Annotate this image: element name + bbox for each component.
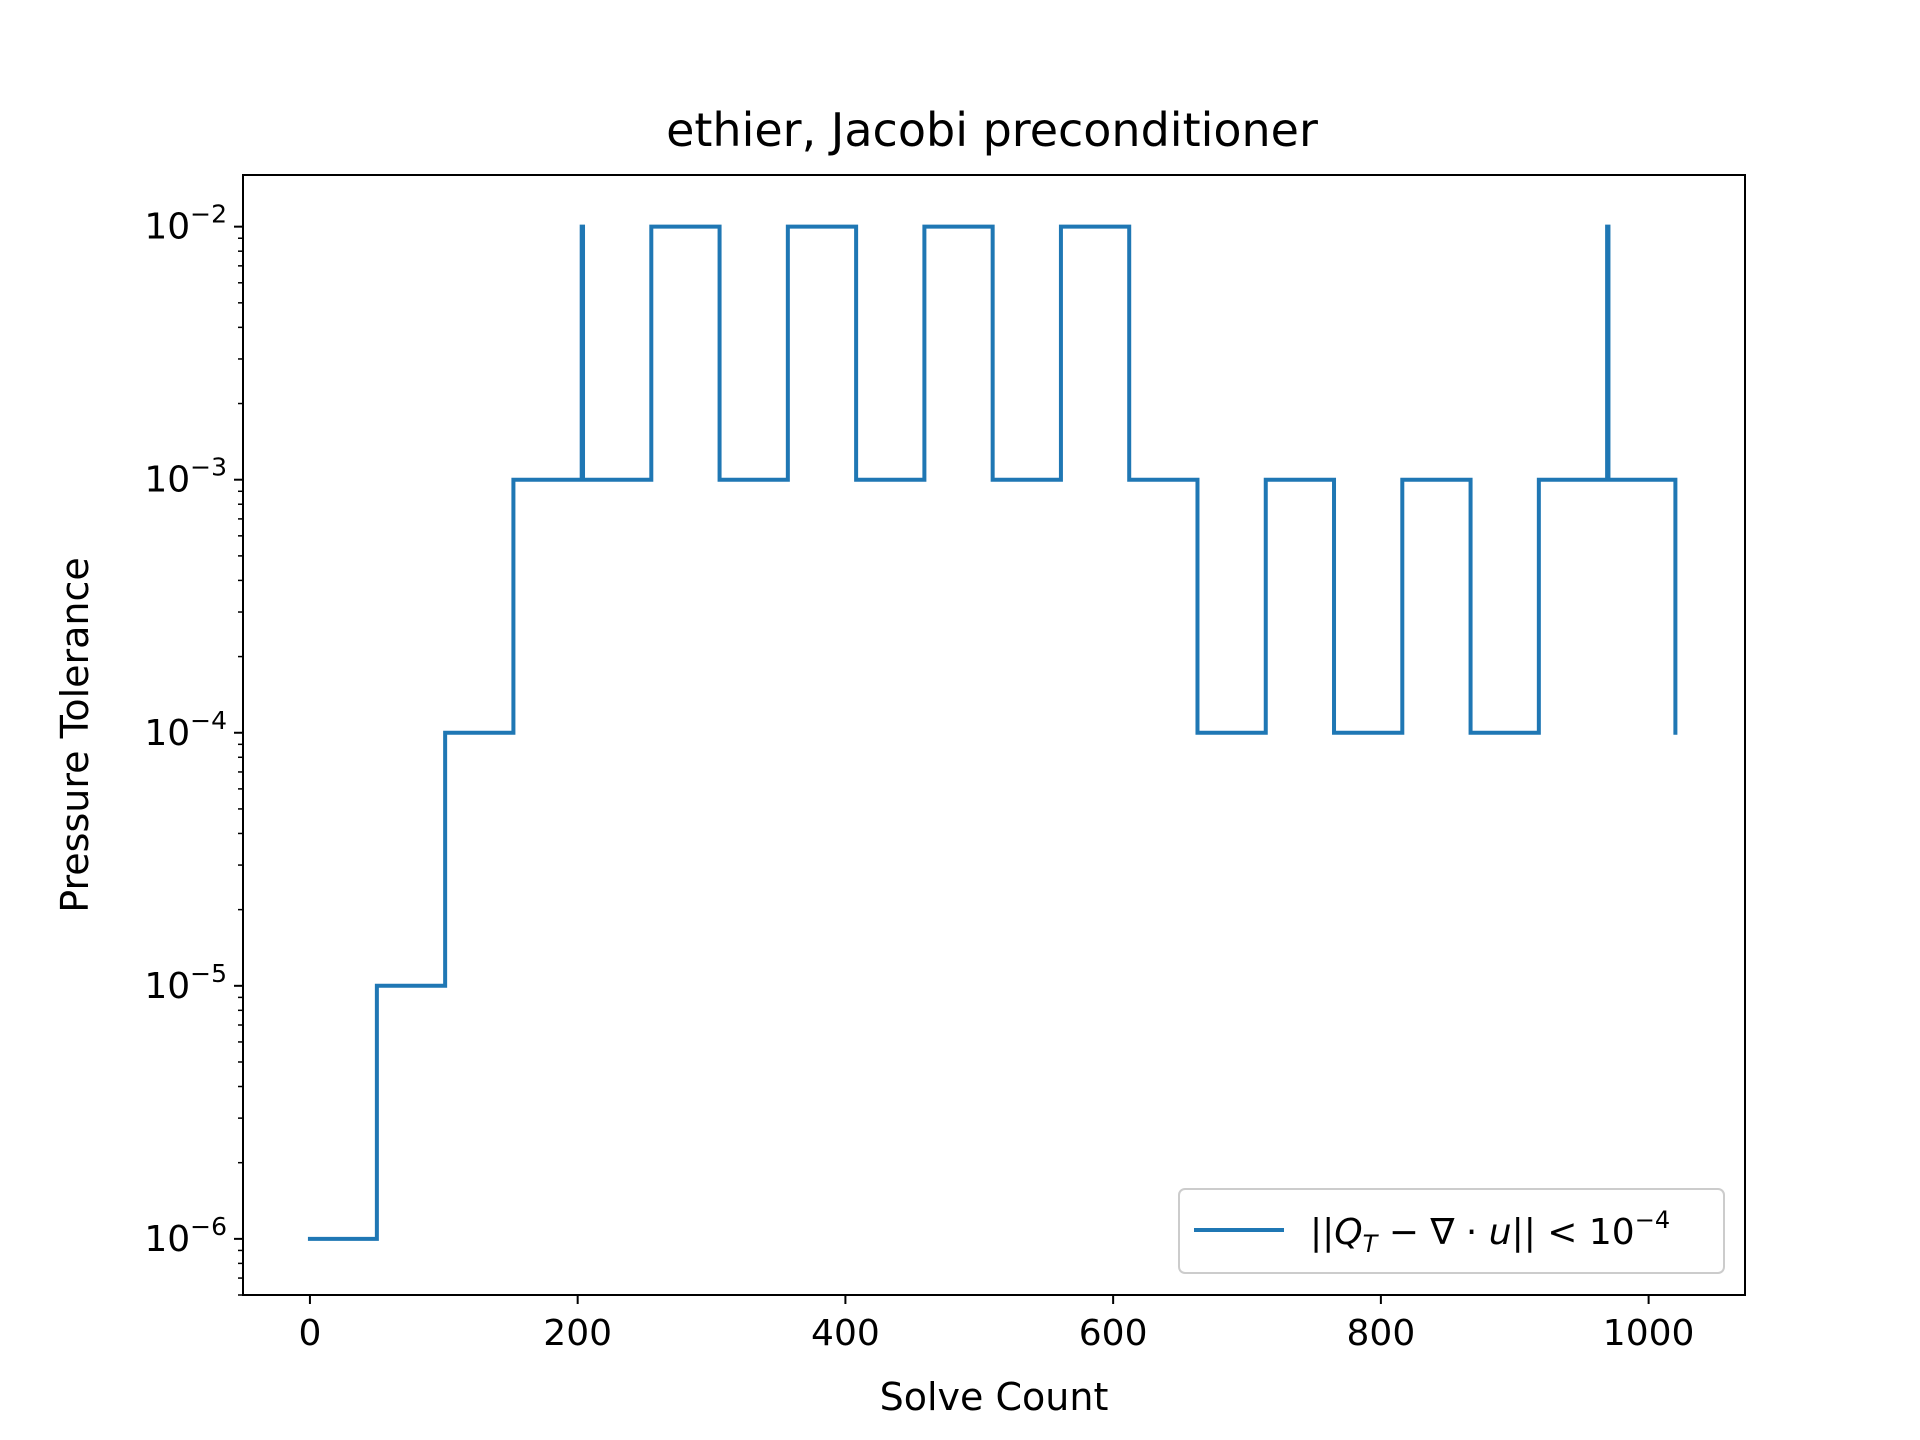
y-tick-label: 10−3	[144, 453, 227, 501]
legend-label-var: u	[1489, 1212, 1512, 1253]
legend-label-exponent: −4	[1635, 1206, 1670, 1234]
legend-label: ||QT − ∇ · u|| < 10−4	[1310, 1206, 1670, 1258]
y-tick-label: 10−4	[144, 706, 227, 754]
legend-label-middle: − ∇ ·	[1377, 1212, 1488, 1253]
y-tick-exponent: −6	[190, 1212, 227, 1241]
y-tick-base: 10	[144, 966, 190, 1007]
legend-label-suffix: || < 10	[1512, 1212, 1635, 1253]
y-tick-label: 10−2	[144, 200, 227, 248]
legend-label-subscript: T	[1363, 1230, 1380, 1258]
x-tick-label: 600	[1079, 1313, 1148, 1354]
y-tick-exponent: −2	[190, 200, 227, 229]
legend: ||QT − ∇ · u|| < 10−4	[1178, 1188, 1725, 1274]
legend-label-prefix: ||	[1310, 1212, 1334, 1253]
x-axis-label: Solve Count	[880, 1375, 1109, 1419]
y-tick-exponent: −5	[190, 959, 227, 988]
x-tick-label: 1000	[1603, 1313, 1695, 1354]
y-tick-exponent: −3	[190, 453, 227, 482]
x-tick-label: 400	[811, 1313, 880, 1354]
series-line-0	[307, 224, 1678, 1241]
legend-box	[1178, 1188, 1725, 1274]
y-tick-base: 10	[144, 1219, 190, 1260]
plot-frame	[242, 174, 1746, 1296]
chart-title: ethier, Jacobi preconditioner	[666, 103, 1318, 157]
y-tick-base: 10	[144, 207, 190, 248]
legend-label-symbol: Q	[1334, 1212, 1362, 1253]
x-tick-label: 200	[543, 1313, 612, 1354]
y-axis: 10−610−510−410−310−2	[144, 200, 243, 1296]
y-tick-label: 10−5	[144, 959, 227, 1007]
x-axis: 0 200 400 600 800 1000	[298, 1295, 1694, 1354]
y-axis-label: Pressure Tolerance	[53, 557, 97, 913]
y-tick-exponent: −4	[190, 706, 227, 735]
y-tick-base: 10	[144, 460, 190, 501]
x-tick-label: 800	[1347, 1313, 1416, 1354]
y-tick-base: 10	[144, 713, 190, 754]
series-layer	[307, 224, 1678, 1241]
y-tick-label: 10−6	[144, 1212, 227, 1260]
x-tick-label: 0	[298, 1313, 321, 1354]
